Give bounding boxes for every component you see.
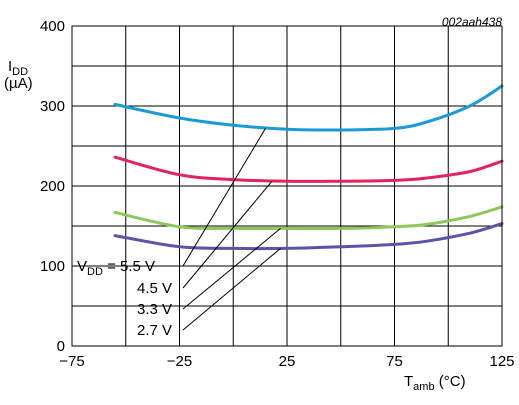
series-label-2-7v: 2.7 V [137, 322, 172, 339]
x-axis-label-main: T [404, 373, 413, 390]
series-label-5-5v: 5.5 V [120, 258, 155, 275]
x-tick-label: −25 [167, 353, 192, 370]
x-axis-label: Tamb (°C) [404, 373, 466, 393]
tick-labels: −75 −25 25 75 125 0 100 200 300 400 [40, 18, 515, 370]
grid [72, 26, 502, 346]
plot-frame [71, 25, 503, 347]
series-line-2-7v [113, 222, 504, 251]
y-axis-label: IDD [8, 58, 28, 78]
y-tick-label: 400 [40, 18, 65, 35]
series-line-5-5v [113, 84, 504, 132]
leader-line-5-5v [182, 128, 266, 267]
y-tick-label: 200 [40, 178, 65, 195]
series-label-prefix: VDD = 5.5 V [77, 258, 155, 278]
x-axis-label-unit: (°C) [435, 373, 466, 390]
x-tick-label: 75 [386, 353, 403, 370]
x-axis-label-sub: amb [413, 381, 434, 393]
figure-reference: 002aah438 [442, 15, 502, 29]
y-tick-label: 0 [57, 338, 65, 355]
leader-line-4-5v [182, 180, 273, 289]
y-tick-label: 300 [40, 98, 65, 115]
series-label-3-3v: 3.3 V [137, 301, 172, 318]
x-tick-label: −75 [59, 353, 84, 370]
leader-line-2-7v [182, 248, 281, 331]
series-label-prefix-main: V [77, 258, 87, 275]
series-label-prefix-sub: DD [87, 266, 103, 278]
series-leader-lines [182, 128, 281, 331]
series-line-3-3v [113, 205, 504, 231]
x-tick-label: 25 [279, 353, 296, 370]
leader-line-3-3v [182, 228, 281, 310]
series-label-4-5v: 4.5 V [137, 280, 172, 297]
y-tick-label: 100 [40, 258, 65, 275]
y-axis-label-main: I [8, 58, 12, 75]
y-axis-label-sub: DD [12, 66, 28, 78]
y-axis-unit: (µA) [4, 75, 33, 92]
series-label-prefix-eq: = [103, 258, 120, 275]
series-lines [113, 84, 504, 251]
x-tick-label: 125 [489, 353, 514, 370]
series-line-4-5v [113, 155, 504, 183]
